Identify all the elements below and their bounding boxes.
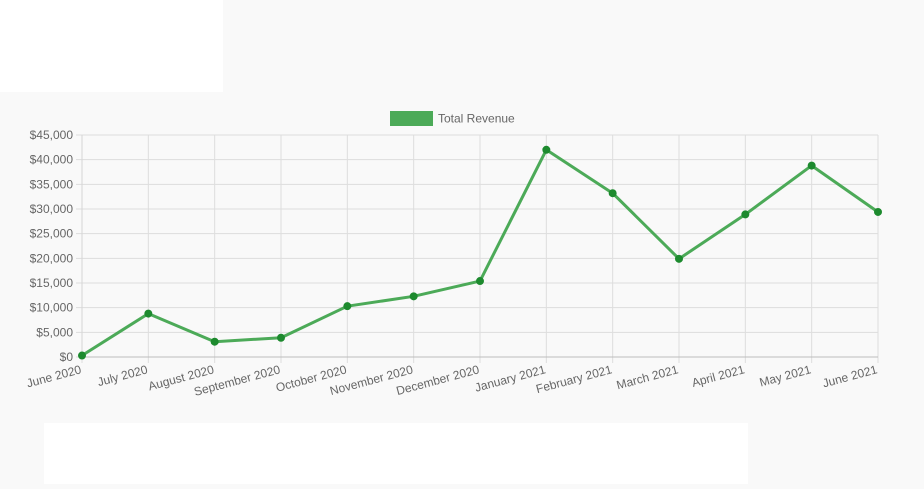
data-point[interactable] [210,337,219,346]
y-tick-label: $10,000 [30,301,74,315]
data-point[interactable] [807,161,816,170]
x-tick-label: June 2020 [25,362,83,390]
data-point[interactable] [542,145,551,154]
y-axis-ticks: $0 $5,000 $10,000 $15,000 $20,000 $25,000 $30,… [30,128,74,364]
y-tick-label: $45,000 [30,128,74,142]
y-tick-label: $30,000 [30,202,74,216]
x-tick-label: April 2021 [690,362,746,390]
data-point[interactable] [874,207,882,216]
y-tick-label: $25,000 [30,227,74,241]
data-point[interactable] [741,210,750,219]
legend[interactable]: Total Revenue [390,111,515,126]
series-total-revenue [78,145,882,360]
data-point[interactable] [476,277,484,286]
legend-label[interactable]: Total Revenue [438,112,515,126]
data-point[interactable] [675,254,683,263]
data-point[interactable] [608,189,617,198]
grid-lines [76,134,879,363]
x-tick-label: March 2021 [615,362,680,392]
y-tick-label: $5,000 [36,325,73,339]
x-tick-label: July 2020 [96,362,150,389]
data-point[interactable] [277,333,285,342]
y-tick-label: $0 [60,350,74,364]
data-point[interactable] [78,351,86,360]
x-tick-label: May 2021 [758,362,813,389]
legend-swatch[interactable] [390,111,433,126]
y-tick-label: $15,000 [30,276,74,290]
data-point[interactable] [144,309,153,318]
x-tick-label: February 2021 [534,362,613,396]
data-point[interactable] [343,302,352,311]
data-point[interactable] [409,292,418,301]
x-tick-label: June 2021 [821,362,879,390]
y-tick-label: $20,000 [30,251,74,265]
y-tick-label: $40,000 [30,153,74,167]
blank-panel-top [0,0,223,92]
y-tick-label: $35,000 [30,177,74,191]
blank-panel-bottom [44,423,748,484]
